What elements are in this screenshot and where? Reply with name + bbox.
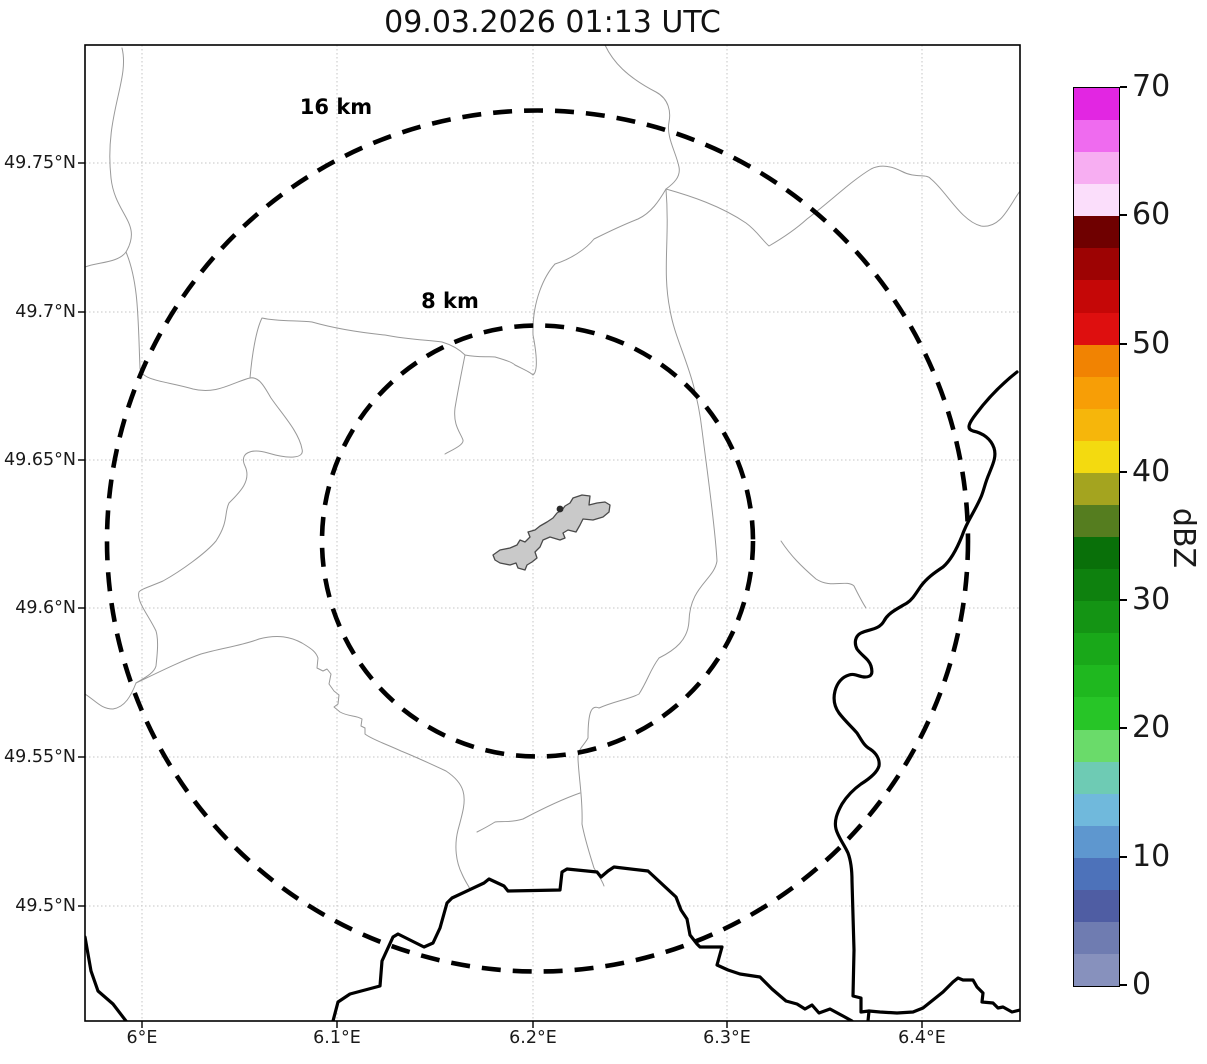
plot-title: 09.03.2026 01:13 UTC <box>384 5 721 40</box>
colorbar-segment <box>1074 88 1119 121</box>
colorbar-segment <box>1074 857 1119 890</box>
colorbar-tick <box>1120 984 1127 986</box>
colorbar-segment <box>1074 152 1119 185</box>
colorbar-segment <box>1074 280 1119 313</box>
colorbar-tick <box>1120 727 1127 730</box>
border-southwest <box>85 935 128 1021</box>
range-ring-8km <box>319 323 756 759</box>
ytick-label: 49.75°N <box>4 153 76 173</box>
axis-ticks <box>78 162 923 1028</box>
colorbar-tick <box>1120 214 1127 217</box>
ytick-label: 49.7°N <box>15 302 76 322</box>
colorbar-tick <box>1120 342 1127 345</box>
colorbar-segment <box>1074 248 1119 281</box>
colorbar-segment <box>1074 889 1119 923</box>
ytick-label: 49.65°N <box>4 450 76 470</box>
border-southeast <box>867 976 1020 1015</box>
colorbar-segment <box>1074 825 1119 858</box>
admin-boundaries <box>85 45 1020 890</box>
range-ring-16km-label: 16 km <box>299 95 373 119</box>
colorbar-tick-label: 60 <box>1132 197 1171 233</box>
range-ring-8km-label: 8 km <box>421 289 479 313</box>
colorbar-segment <box>1074 601 1119 634</box>
xtick-label: 6.2°E <box>509 1028 557 1048</box>
xtick-label: 6°E <box>126 1028 158 1048</box>
colorbar-segment <box>1074 312 1119 345</box>
colorbar-tick-label: 20 <box>1132 710 1171 746</box>
colorbar-segment <box>1074 793 1119 826</box>
colorbar-tick-label: 50 <box>1132 325 1171 361</box>
border-east-river <box>832 370 1019 1021</box>
colorbar-tick-label: 10 <box>1132 838 1171 874</box>
colorbar-segment <box>1074 408 1119 441</box>
axes-frame <box>84 44 1021 1022</box>
colorbar-segment <box>1074 569 1119 602</box>
colorbar-segment <box>1074 922 1119 955</box>
colorbar-segment <box>1074 697 1119 730</box>
xtick-label: 6.3°E <box>703 1028 751 1048</box>
colorbar-segment <box>1074 440 1119 473</box>
range-ring-16km <box>104 108 971 974</box>
colorbar-segment <box>1074 344 1119 377</box>
xtick-label: 6.4°E <box>898 1028 946 1048</box>
colorbar-segment <box>1074 761 1119 794</box>
colorbar-tick <box>1120 599 1127 602</box>
colorbar-segment <box>1074 954 1119 987</box>
colorbar-tick-label: 0 <box>1132 967 1152 1002</box>
colorbar-unit-label: dBZ <box>1166 507 1201 569</box>
border-south <box>331 865 854 1021</box>
colorbar-segment <box>1074 665 1119 698</box>
airport-shape <box>492 494 611 571</box>
colorbar-tick <box>1120 86 1127 88</box>
colorbar-tick <box>1120 855 1127 858</box>
radar-site-marker <box>556 505 564 513</box>
ytick-label: 49.5°N <box>15 896 76 916</box>
colorbar-segment <box>1074 216 1119 249</box>
colorbar-segment <box>1074 505 1119 538</box>
xtick-label: 6.1°E <box>313 1028 361 1048</box>
colorbar-tick-label: 40 <box>1132 453 1171 489</box>
colorbar-segment <box>1074 537 1119 570</box>
colorbar-tick <box>1120 470 1127 473</box>
dbz-colorbar <box>1073 87 1120 987</box>
colorbar-tick-label: 30 <box>1132 582 1171 618</box>
colorbar-tick-label: 70 <box>1132 69 1171 104</box>
colorbar-segment <box>1074 472 1119 506</box>
ytick-label: 49.6°N <box>15 598 76 618</box>
ytick-label: 49.55°N <box>4 747 76 767</box>
colorbar-segment <box>1074 729 1119 762</box>
colorbar-segment <box>1074 376 1119 409</box>
colorbar-segment <box>1074 633 1119 666</box>
colorbar-segment <box>1074 184 1119 217</box>
colorbar-segment <box>1074 120 1119 153</box>
country-borders <box>85 370 1020 1021</box>
